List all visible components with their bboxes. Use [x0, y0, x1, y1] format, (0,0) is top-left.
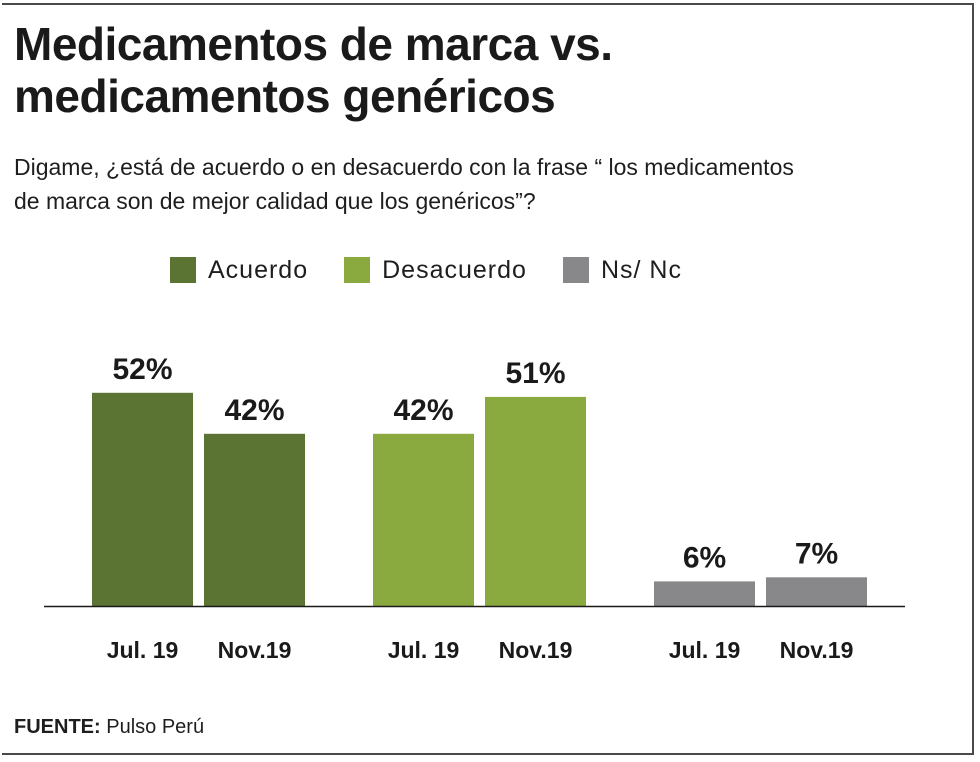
- legend-label-desacuerdo: Desacuerdo: [382, 255, 527, 284]
- legend-label-acuerdo: Acuerdo: [208, 255, 309, 284]
- bar-ns-nc-nov-19: [766, 577, 867, 606]
- source-label: FUENTE:: [14, 716, 101, 738]
- legend-item-desacuerdo: Desacuerdo: [344, 256, 527, 285]
- bar-desacuerdo-nov-19: [485, 396, 586, 606]
- data-label-desacuerdo-jul-19: 42%: [393, 394, 453, 427]
- legend-item-acuerdo: Acuerdo: [170, 256, 308, 285]
- category-label-acuerdo-jul-19: Jul. 19: [107, 637, 179, 663]
- title-line-1: Medicamentos de marca vs.: [14, 18, 613, 70]
- legend-swatch-acuerdo: [170, 257, 196, 283]
- legend: Acuerdo Desacuerdo Ns/ Nc: [170, 252, 718, 288]
- data-label-ns-nc-jul-19: 6%: [683, 541, 726, 574]
- bar-desacuerdo-jul-19: [373, 433, 474, 606]
- chart-frame: [2, 3, 974, 755]
- chart-subtitle: Digame, ¿está de acuerdo o en desacuerdo…: [14, 150, 954, 218]
- legend-swatch-desacuerdo: [344, 257, 371, 283]
- subtitle-line-1: Digame, ¿está de acuerdo o en desacuerdo…: [14, 154, 794, 180]
- source-value: Pulso Perú: [106, 716, 205, 738]
- source-note: FUENTE: Pulso Perú: [14, 716, 204, 739]
- chart-title: Medicamentos de marca vs. medicamentos g…: [14, 18, 954, 122]
- legend-label-ns-nc: Ns/ Nc: [600, 255, 682, 284]
- category-label-ns-nc-jul-19: Jul. 19: [669, 637, 741, 663]
- bar-acuerdo-nov-19: [204, 433, 305, 606]
- category-label-desacuerdo-nov-19: Nov.19: [499, 637, 573, 663]
- legend-swatch-ns-nc: [562, 257, 589, 283]
- category-label-ns-nc-nov-19: Nov.19: [780, 637, 854, 663]
- bar-acuerdo-jul-19: [92, 392, 193, 606]
- legend-item-ns-nc: Ns/ Nc: [562, 255, 682, 285]
- category-label-desacuerdo-jul-19: Jul. 19: [388, 637, 460, 663]
- data-label-desacuerdo-nov-19: 51%: [505, 357, 565, 390]
- data-label-acuerdo-nov-19: 42%: [224, 394, 284, 427]
- data-label-ns-nc-nov-19: 7%: [795, 537, 838, 570]
- data-label-acuerdo-jul-19: 52%: [112, 353, 172, 386]
- bar-chart: 52% Jul. 19 42% Nov.19 42% Jul. 19 51% Nov.19 6%…: [44, 353, 905, 663]
- category-label-acuerdo-nov-19: Nov.19: [218, 637, 292, 663]
- subtitle-line-2: de marca son de mejor calidad que los ge…: [14, 188, 536, 214]
- bar-ns-nc-jul-19: [654, 581, 755, 606]
- title-line-2: medicamentos genéricos: [14, 70, 556, 122]
